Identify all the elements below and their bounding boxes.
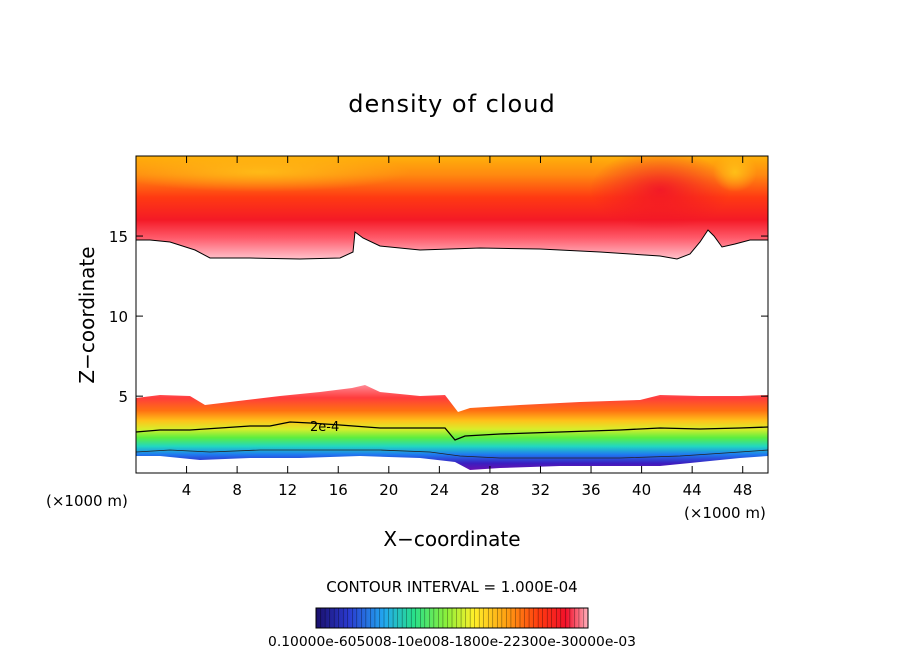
x-unit-left: (×1000 m) (46, 492, 128, 510)
x-tick-label: 44 (683, 481, 702, 499)
x-tick-label: 12 (278, 481, 297, 499)
y-tick-label: 10 (109, 308, 128, 326)
x-tick-label: 8 (232, 481, 242, 499)
lower-cloud-layer (136, 385, 768, 470)
upper-contour-line (136, 229, 768, 260)
x-tick-label: 16 (329, 481, 348, 499)
x-tick-label: 24 (430, 481, 449, 499)
colorbar-labels: 0.10000e-605008-10e008-1800e-22300e-3000… (268, 635, 636, 650)
contour-2e-4-line (136, 421, 768, 441)
y-tick-label: 5 (118, 388, 128, 406)
x-tick-label: 32 (531, 481, 550, 499)
x-unit-right: (×1000 m) (684, 504, 766, 522)
upper-yellow-core-left (136, 156, 410, 192)
x-tick-label: 36 (581, 481, 600, 499)
y-axis-label: Z−coordinate (75, 246, 99, 383)
upper-red-core (590, 156, 730, 230)
lower-base-contour (136, 449, 768, 459)
x-tick-label: 4 (182, 481, 192, 499)
y-axis-ticks: 5 10 15 (109, 228, 768, 406)
y-tick-label: 15 (109, 228, 128, 246)
colorbar-ticks (320, 608, 584, 628)
contour-label: 2e-4 (310, 420, 339, 435)
x-tick-label: 20 (379, 481, 398, 499)
plot-frame (135, 155, 769, 474)
x-axis-label: X−coordinate (383, 527, 520, 551)
x-tick-label: 40 (632, 481, 651, 499)
x-axis-ticks: 4 8 12 16 20 24 28 32 36 40 44 48 (182, 156, 752, 499)
contour-interval-text: CONTOUR INTERVAL = 1.000E-04 (326, 578, 577, 596)
x-tick-label: 48 (733, 481, 752, 499)
chart-title: density of cloud (348, 90, 555, 118)
plot-area: 2e-4 (136, 156, 768, 470)
x-tick-label: 28 (480, 481, 499, 499)
upper-yellow-core-right (713, 156, 757, 192)
